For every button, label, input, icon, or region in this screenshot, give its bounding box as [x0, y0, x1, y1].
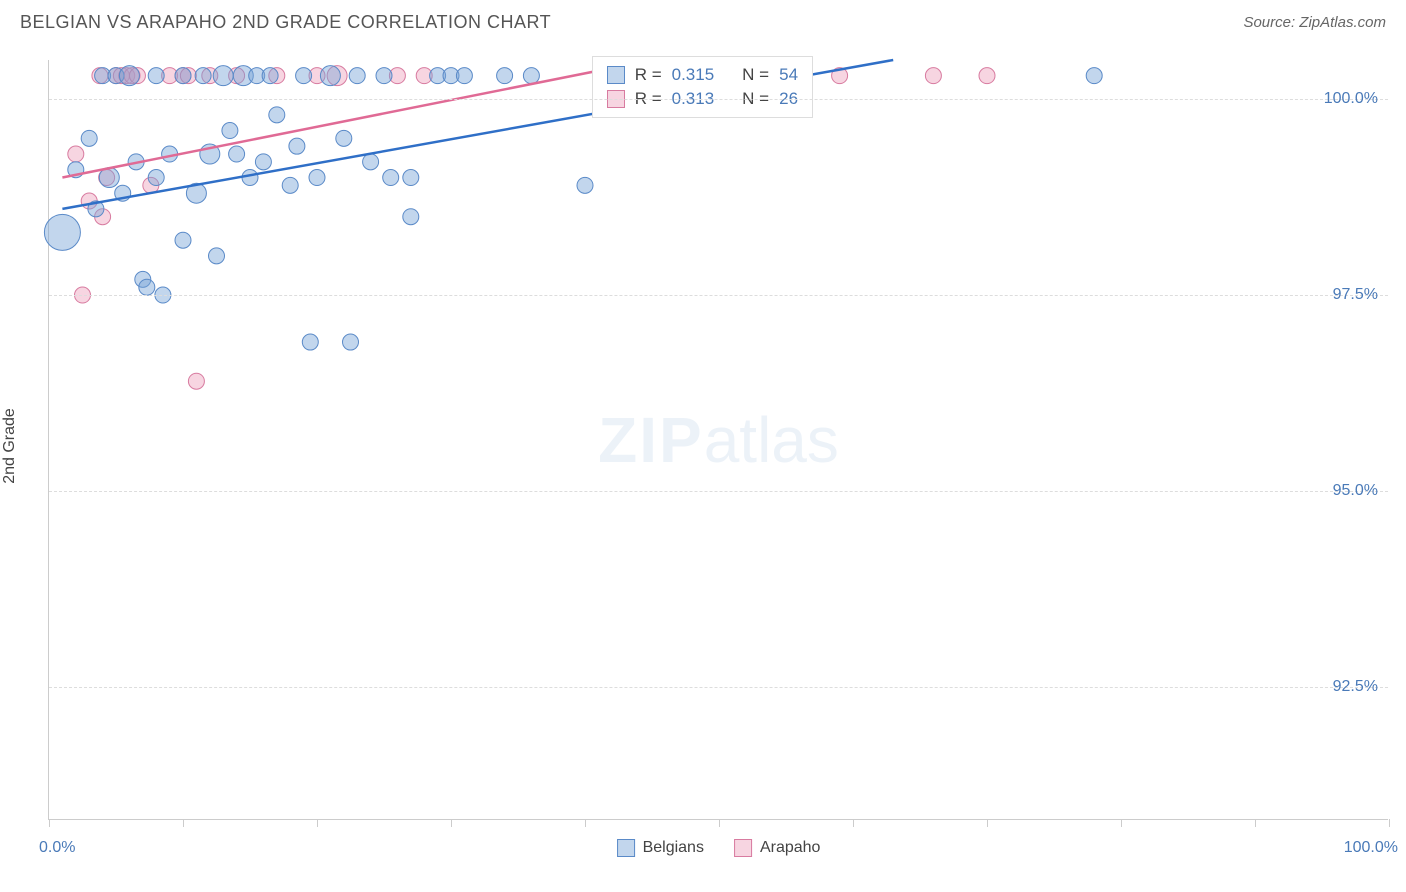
gridline [49, 99, 1388, 100]
x-tick [853, 819, 854, 827]
belgians-point [175, 232, 191, 248]
stats-row: R = 0.315 N = 54 [607, 63, 798, 87]
gridline [49, 491, 1388, 492]
y-tick-label: 97.5% [1333, 286, 1378, 304]
belgians-point [44, 214, 80, 250]
belgians-point [336, 130, 352, 146]
x-tick [719, 819, 720, 827]
belgians-point [242, 170, 258, 186]
scatter-svg [49, 60, 1388, 819]
belgians-point [349, 68, 365, 84]
legend-swatch [734, 839, 752, 857]
arapaho-point [68, 146, 84, 162]
gridline [49, 295, 1388, 296]
arapaho-point [188, 373, 204, 389]
legend-swatch [607, 66, 625, 84]
legend-swatch [617, 839, 635, 857]
x-tick [317, 819, 318, 827]
legend-item: Arapaho [734, 839, 821, 857]
x-tick [1121, 819, 1122, 827]
x-tick [49, 819, 50, 827]
r-value: 0.315 [672, 65, 715, 85]
belgians-point [119, 66, 139, 86]
belgians-point [148, 68, 164, 84]
arapaho-point [979, 68, 995, 84]
x-tick [987, 819, 988, 827]
x-tick [1389, 819, 1390, 827]
x-tick [451, 819, 452, 827]
n-value: 54 [779, 65, 798, 85]
belgians-point [139, 279, 155, 295]
legend-item: Belgians [617, 839, 704, 857]
belgians-point [1086, 68, 1102, 84]
belgians-point [296, 68, 312, 84]
belgians-point [195, 68, 211, 84]
belgians-point [309, 170, 325, 186]
y-axis-label: 2nd Grade [1, 408, 19, 484]
y-tick-label: 92.5% [1333, 678, 1378, 696]
x-tick [1255, 819, 1256, 827]
x-tick [585, 819, 586, 827]
x-tick [183, 819, 184, 827]
belgians-point [302, 334, 318, 350]
y-tick-label: 95.0% [1333, 482, 1378, 500]
belgians-point [497, 68, 513, 84]
stats-legend: R =0.315N =54R =0.313N =26 [592, 56, 813, 118]
series-legend: Belgians Arapaho [617, 839, 821, 857]
belgians-point [269, 107, 285, 123]
belgians-point [213, 66, 233, 86]
belgians-point [255, 154, 271, 170]
belgians-point [376, 68, 392, 84]
r-label: R = [635, 65, 662, 85]
belgians-point [222, 123, 238, 139]
n-label: N = [742, 65, 769, 85]
belgians-point [175, 68, 191, 84]
belgians-point [383, 170, 399, 186]
belgians-point [229, 146, 245, 162]
chart-header: BELGIAN VS ARAPAHO 2ND GRADE CORRELATION… [0, 0, 1406, 41]
belgians-point [403, 209, 419, 225]
belgians-point [343, 334, 359, 350]
legend-label: Belgians [643, 839, 704, 857]
chart-plot-area: ZIPatlas R =0.315N =54R =0.313N =26 Belg… [48, 60, 1388, 820]
belgians-point [262, 68, 278, 84]
belgians-point [81, 130, 97, 146]
belgians-point [209, 248, 225, 264]
belgians-point [577, 177, 593, 193]
belgians-point [148, 170, 164, 186]
belgians-point [456, 68, 472, 84]
chart-title: BELGIAN VS ARAPAHO 2ND GRADE CORRELATION… [20, 12, 551, 33]
x-axis-min-label: 0.0% [39, 839, 75, 857]
y-tick-label: 100.0% [1324, 90, 1378, 108]
chart-source: Source: ZipAtlas.com [1243, 14, 1386, 31]
legend-label: Arapaho [760, 839, 821, 857]
belgians-point [289, 138, 305, 154]
belgians-point [282, 177, 298, 193]
belgians-point [403, 170, 419, 186]
belgians-point [523, 68, 539, 84]
arapaho-point [925, 68, 941, 84]
belgians-point [363, 154, 379, 170]
x-axis-max-label: 100.0% [1344, 839, 1398, 857]
belgians-point [320, 66, 340, 86]
gridline [49, 687, 1388, 688]
